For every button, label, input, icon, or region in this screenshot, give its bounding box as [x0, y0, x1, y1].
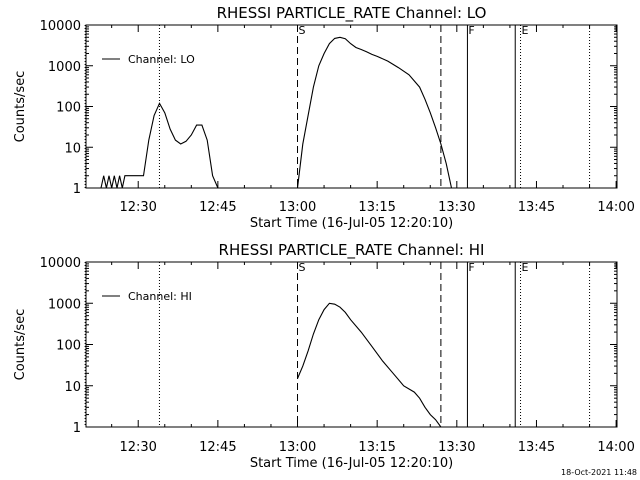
x-tick-label: 14:00 — [597, 200, 634, 215]
panel-lo: RHESSI PARTICLE_RATE Channel: LO Start Ti… — [13, 4, 635, 231]
x-tick-label: 12:30 — [119, 200, 156, 215]
x-tick-label: 13:45 — [518, 440, 555, 455]
y-tick-label: 1000 — [48, 60, 81, 75]
y-tick-label: 1 — [73, 421, 81, 436]
marker-label: E — [522, 24, 529, 37]
legend-label: Channel: HI — [128, 290, 192, 303]
y-tick-label: 100 — [56, 101, 81, 116]
marker-label: E — [522, 261, 529, 274]
chart-title: RHESSI PARTICLE_RATE Channel: LO — [217, 4, 487, 23]
plot-frame — [85, 261, 618, 428]
series-line — [296, 36, 453, 189]
marker-label: F — [468, 24, 474, 37]
x-tick-label: 12:45 — [199, 200, 236, 215]
x-tick-label: 13:15 — [358, 440, 395, 455]
legend-label: Channel: LO — [128, 53, 195, 66]
marker-label: F — [468, 261, 474, 274]
y-tick-label: 10 — [64, 380, 81, 395]
chart-title: RHESSI PARTICLE_RATE Channel: HI — [219, 241, 485, 260]
y-tick-label: 10000 — [40, 256, 81, 271]
x-tick-label: 12:30 — [119, 440, 156, 455]
y-tick-label: 1000 — [48, 297, 81, 312]
marker-label: S — [299, 24, 306, 37]
x-tick-label: 13:30 — [438, 200, 475, 215]
series-line — [296, 302, 442, 428]
x-tick-label: 13:00 — [279, 200, 316, 215]
x-tick-label: 13:30 — [438, 440, 475, 455]
series-line — [100, 102, 219, 189]
marker-label: S — [299, 261, 306, 274]
x-axis-label: Start Time (16-Jul-05 12:20:10) — [250, 216, 453, 231]
x-tick-label: 12:45 — [199, 440, 236, 455]
y-tick-label: 10000 — [40, 19, 81, 34]
y-tick-label: 10 — [64, 141, 81, 156]
x-tick-label: 13:15 — [358, 200, 395, 215]
x-tick-label: 13:00 — [279, 440, 316, 455]
panel-hi: RHESSI PARTICLE_RATE Channel: HI Start Ti… — [13, 241, 635, 471]
x-tick-label: 13:45 — [518, 200, 555, 215]
y-axis-label: Counts/sec — [13, 71, 28, 143]
y-axis-label: Counts/sec — [13, 309, 28, 381]
x-axis-label: Start Time (16-Jul-05 12:20:10) — [250, 456, 453, 471]
footer-timestamp: 18-Oct-2021 11:48 — [561, 468, 637, 477]
plot-frame — [85, 24, 618, 189]
y-tick-label: 1 — [73, 182, 81, 197]
x-tick-label: 14:00 — [597, 440, 634, 455]
y-tick-label: 100 — [56, 339, 81, 354]
